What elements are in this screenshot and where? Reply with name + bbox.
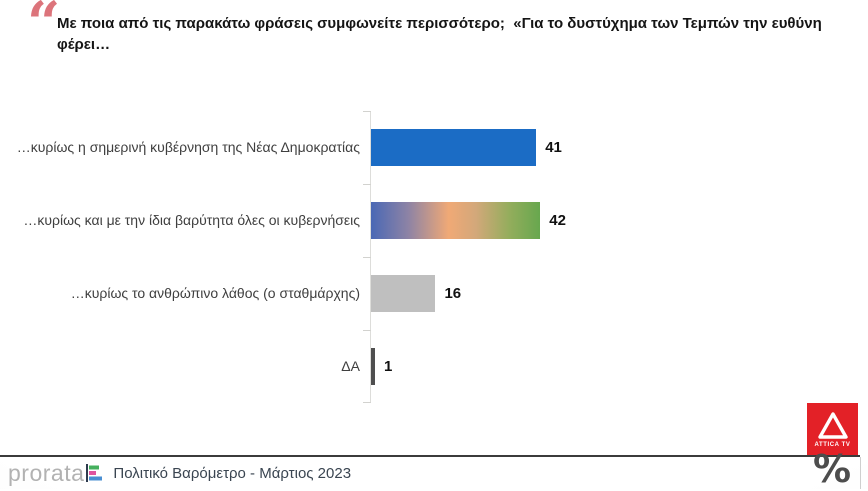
category-label: …κυρίως η σημερινή κυβέρνηση της Νέας Δη… <box>16 138 360 155</box>
category-label: ΔΑ <box>341 357 360 374</box>
chart-row: …κυρίως η σημερινή κυβέρνηση της Νέας Δη… <box>0 111 868 184</box>
percent-symbol: % <box>812 447 852 491</box>
bar-human-error <box>371 275 436 312</box>
bar-area: 16 <box>370 257 868 330</box>
attica-a-icon <box>817 411 848 439</box>
category-label: …κυρίως το ανθρώπινο λάθος (ο σταθμάρχης… <box>70 284 360 301</box>
bar-area: 41 <box>370 111 868 184</box>
footer: prorata Πολιτικό Βαρόμετρο - Μάρτιος 202… <box>0 457 808 489</box>
bar-value: 16 <box>444 285 462 302</box>
bar-value: 42 <box>549 212 566 229</box>
chart-row: ΔΑ 1 <box>0 330 868 403</box>
axis-tick <box>363 402 371 403</box>
axis-tick <box>363 330 371 331</box>
bar-area: 1 <box>370 330 868 403</box>
axis-tick <box>363 184 371 185</box>
footer-divider <box>0 455 860 457</box>
axis-tick <box>363 257 371 258</box>
bar-nd-government <box>371 129 537 166</box>
bar-no-answer <box>371 348 376 385</box>
quote-icon: “ <box>27 0 61 57</box>
right-edge-line <box>860 457 861 489</box>
bar-value: 41 <box>545 139 562 156</box>
category-axis <box>363 111 371 403</box>
bar-chart: …κυρίως η σημερινή κυβέρνηση της Νέας Δη… <box>0 111 868 403</box>
prorata-barchart-icon <box>86 464 103 482</box>
bar-area: 42 <box>370 184 868 257</box>
category-label: …κυρίως και με την ίδια βαρύτητα όλες οι… <box>23 211 360 228</box>
chart-row: …κυρίως το ανθρώπινο λάθος (ο σταθμάρχης… <box>0 257 868 330</box>
bar-value: 1 <box>384 358 393 375</box>
attica-tv-logo: ATTICA TV <box>807 403 858 455</box>
footer-caption: Πολιτικό Βαρόμετρο - Μάρτιος 2023 <box>113 464 352 482</box>
chart-row: …κυρίως και με την ίδια βαρύτητα όλες οι… <box>0 184 868 257</box>
prorata-logo: prorata <box>8 459 85 486</box>
attica-tv-label: ATTICA TV <box>814 441 851 448</box>
axis-tick <box>363 111 371 112</box>
page-title: Με ποια από τις παρακάτω φράσεις συμφωνε… <box>57 15 826 53</box>
bar-all-governments <box>371 202 541 239</box>
